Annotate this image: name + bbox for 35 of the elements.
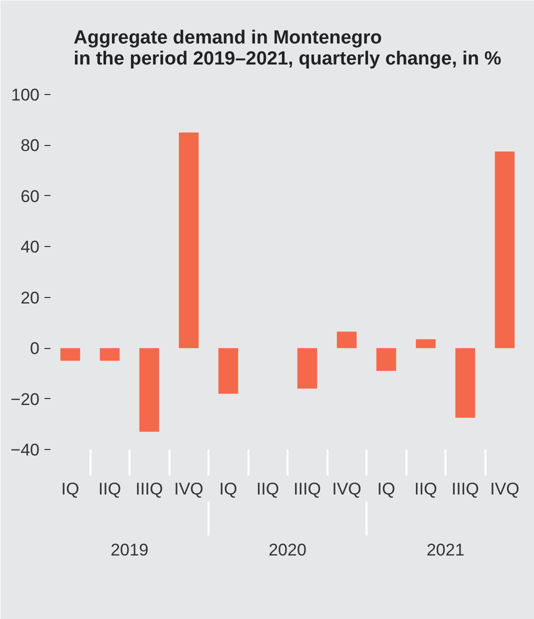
y-tick-label: −40 [10,440,40,460]
x-tick-label: IIQ [256,480,280,498]
y-tick-label: 80 [20,136,40,156]
x-tick-label: IIIQ [136,480,163,498]
y-tick-label: 60 [20,186,40,206]
y-tick-label: 20 [20,288,40,308]
x-tick-label: IIIQ [452,480,479,498]
bar [376,348,396,371]
bar [60,348,80,361]
y-tick-label: 0 [30,339,40,358]
bar [494,152,515,348]
text: 2019 [110,540,148,560]
x-tick-label: IIQ [414,480,438,498]
x-tick-label: IVQ [174,480,204,498]
y-tick-label: 40 [20,238,40,257]
bar [416,339,436,348]
x-tick-label: IVQ [490,480,520,498]
bar [100,348,120,361]
bar [336,332,357,348]
bar [139,348,160,432]
text: 2021 [426,540,464,560]
bar [218,348,238,394]
y-tick-label: −20 [10,390,40,409]
x-tick-label: IVQ [332,480,362,498]
chart-title: Aggregate demand in Montenegro in the period 2019–2021, quarterly change, in % [74,28,502,70]
bar [297,348,318,389]
bar [178,132,199,348]
text: 2020 [268,540,306,560]
x-tick-label: IQ [377,480,396,498]
bar [455,348,476,418]
x-tick-label: IQ [219,480,238,498]
x-tick-label: IIIQ [294,480,321,498]
x-tick-label: IQ [61,480,80,498]
y-tick-label: 100 [11,86,40,104]
x-tick-label: IIQ [98,480,122,498]
